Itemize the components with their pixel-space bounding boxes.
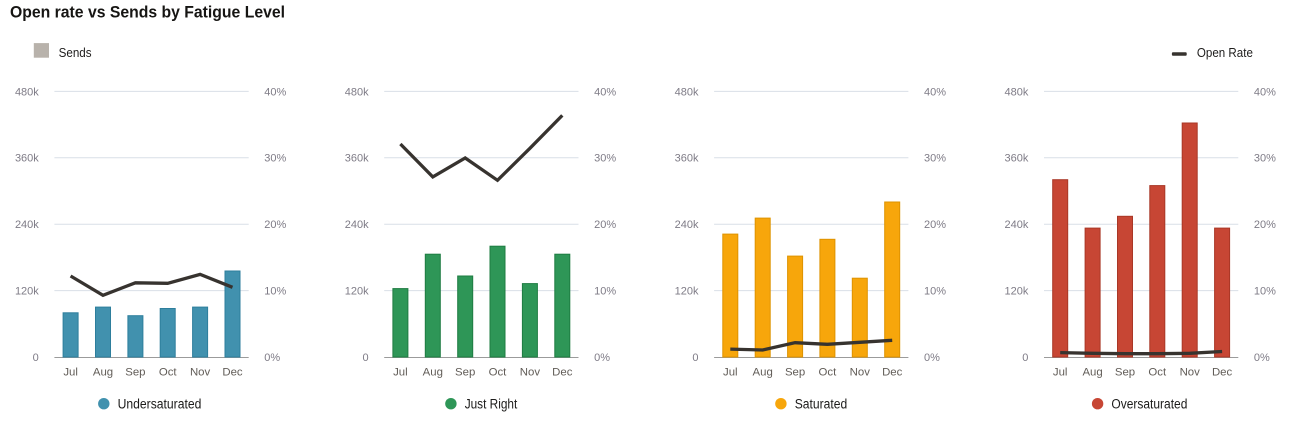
svg-text:120k: 120k <box>675 286 699 298</box>
svg-text:480k: 480k <box>675 86 699 98</box>
svg-text:Oct: Oct <box>1148 367 1167 379</box>
svg-text:Sep: Sep <box>785 367 805 379</box>
svg-text:120k: 120k <box>1005 286 1029 298</box>
svg-text:0%: 0% <box>924 352 940 364</box>
svg-text:Undersaturated: Undersaturated <box>118 397 202 412</box>
svg-text:Just Right: Just Right <box>465 397 518 412</box>
svg-text:Saturated: Saturated <box>795 397 848 412</box>
svg-text:Nov: Nov <box>520 367 541 379</box>
svg-text:30%: 30% <box>924 153 946 165</box>
svg-text:120k: 120k <box>15 286 39 298</box>
svg-text:Oct: Oct <box>159 367 178 379</box>
svg-text:Dec: Dec <box>882 367 903 379</box>
svg-text:0%: 0% <box>1254 352 1270 364</box>
svg-text:Open Rate: Open Rate <box>1197 45 1253 60</box>
svg-text:20%: 20% <box>924 219 946 231</box>
svg-text:Jul: Jul <box>393 367 408 379</box>
svg-text:Jul: Jul <box>63 367 78 379</box>
svg-text:240k: 240k <box>675 219 699 231</box>
svg-text:Oct: Oct <box>489 367 508 379</box>
svg-text:30%: 30% <box>594 153 616 165</box>
svg-text:Nov: Nov <box>1180 367 1201 379</box>
svg-text:Oversaturated: Oversaturated <box>1111 397 1187 412</box>
svg-text:20%: 20% <box>264 219 286 231</box>
svg-text:20%: 20% <box>594 219 616 231</box>
svg-text:0%: 0% <box>594 352 610 364</box>
svg-text:Nov: Nov <box>850 367 871 379</box>
svg-text:10%: 10% <box>1254 286 1276 298</box>
svg-text:Dec: Dec <box>552 367 573 379</box>
svg-text:0%: 0% <box>264 352 280 364</box>
svg-text:40%: 40% <box>924 86 946 98</box>
svg-text:360k: 360k <box>345 153 369 165</box>
svg-text:Dec: Dec <box>222 367 243 379</box>
svg-text:Dec: Dec <box>1212 367 1233 379</box>
svg-text:Sends: Sends <box>59 45 92 60</box>
svg-text:360k: 360k <box>675 153 699 165</box>
svg-text:10%: 10% <box>924 286 946 298</box>
svg-text:0: 0 <box>362 352 368 364</box>
svg-text:480k: 480k <box>15 86 39 98</box>
svg-text:40%: 40% <box>264 86 286 98</box>
svg-text:0: 0 <box>33 352 39 364</box>
svg-text:0: 0 <box>692 352 698 364</box>
svg-text:480k: 480k <box>345 86 369 98</box>
svg-text:Aug: Aug <box>93 367 113 379</box>
svg-text:Sep: Sep <box>125 367 145 379</box>
svg-text:Jul: Jul <box>1053 367 1068 379</box>
svg-text:40%: 40% <box>1254 86 1276 98</box>
svg-text:30%: 30% <box>264 153 286 165</box>
svg-text:480k: 480k <box>1005 86 1029 98</box>
svg-text:360k: 360k <box>1005 153 1029 165</box>
svg-text:Aug: Aug <box>423 367 443 379</box>
svg-text:Open rate vs Sends by Fatigue: Open rate vs Sends by Fatigue Level <box>10 3 285 22</box>
svg-text:Sep: Sep <box>455 367 475 379</box>
svg-text:Oct: Oct <box>819 367 838 379</box>
svg-text:Sep: Sep <box>1115 367 1135 379</box>
svg-text:Nov: Nov <box>190 367 211 379</box>
svg-text:20%: 20% <box>1254 219 1276 231</box>
svg-text:10%: 10% <box>594 286 616 298</box>
svg-text:Jul: Jul <box>723 367 738 379</box>
svg-text:0: 0 <box>1022 352 1028 364</box>
svg-text:120k: 120k <box>345 286 369 298</box>
svg-text:Aug: Aug <box>753 367 773 379</box>
svg-text:240k: 240k <box>1005 219 1029 231</box>
svg-text:360k: 360k <box>15 153 39 165</box>
svg-text:Aug: Aug <box>1082 367 1102 379</box>
svg-text:240k: 240k <box>15 219 39 231</box>
svg-text:240k: 240k <box>345 219 369 231</box>
svg-text:10%: 10% <box>264 286 286 298</box>
svg-text:40%: 40% <box>594 86 616 98</box>
svg-text:30%: 30% <box>1254 153 1276 165</box>
